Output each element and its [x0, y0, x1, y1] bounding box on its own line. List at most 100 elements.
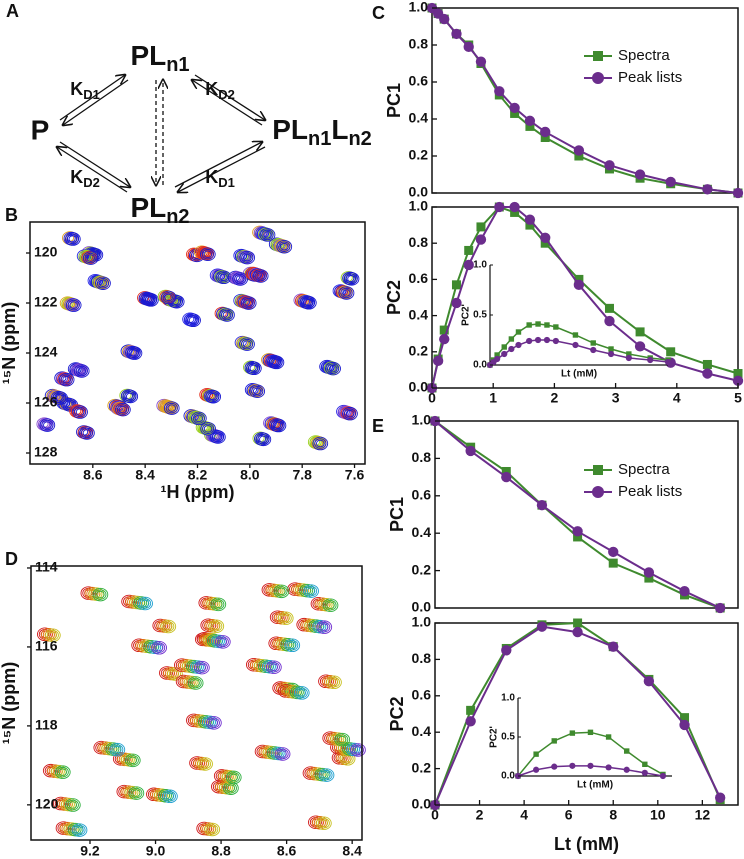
peak-contour: [128, 786, 145, 800]
y-tick-label: 0.0: [412, 796, 432, 812]
y-tick-label: 114: [35, 559, 58, 575]
plot-frame: [30, 565, 363, 841]
peak-contour: [256, 272, 265, 280]
peak-contour: [295, 687, 308, 699]
peak-contour: [113, 745, 122, 754]
peak-contour: [44, 628, 61, 643]
peak-contour: [54, 392, 67, 404]
peak-contour: [320, 769, 333, 781]
marker: [590, 340, 596, 346]
peak-contour: [172, 297, 181, 306]
peak-contour: [319, 819, 329, 827]
peak-contour: [293, 686, 310, 700]
peak-contour: [124, 753, 141, 768]
y-tick-label: 126: [34, 394, 58, 410]
k: K: [70, 167, 83, 187]
marker: [715, 792, 726, 803]
peak-contour: [280, 242, 289, 251]
node-sub: n2: [348, 128, 371, 150]
x-tick-label: 8.2: [188, 467, 208, 483]
peak-contour: [325, 361, 341, 376]
marker: [572, 341, 579, 349]
peak-contour: [219, 308, 235, 322]
x-tick-label: 1: [489, 390, 497, 406]
marker: [494, 201, 505, 213]
peak-contour: [118, 405, 128, 414]
marker: [533, 751, 539, 757]
peak-contour: [71, 823, 88, 837]
series-line: [434, 420, 721, 609]
inset-x-label: Lt (mM): [577, 780, 613, 791]
peak-contour: [314, 438, 327, 449]
node-sub: n1: [166, 54, 189, 76]
y-tick-label: 1.0: [409, 0, 429, 15]
marker: [533, 766, 540, 773]
peak-contour: [235, 275, 245, 283]
series-line: [434, 420, 721, 609]
x-tick-label: 8: [609, 807, 617, 823]
peak-contour: [109, 742, 126, 757]
peak-contour: [143, 293, 159, 307]
peak-contour: [351, 744, 365, 756]
marker: [475, 56, 487, 67]
peak-contour: [276, 239, 293, 254]
y-tick-label: 0.2: [409, 343, 429, 359]
marker: [664, 358, 672, 366]
inset-y-tick-label: 0.5: [501, 732, 515, 743]
legend-marker: [593, 465, 603, 475]
marker: [573, 618, 583, 628]
k: K: [205, 167, 218, 187]
y-tick-label: 120: [35, 796, 59, 812]
y-tick-label: 120: [34, 244, 58, 260]
inset-y-tick-label: 1.0: [501, 693, 515, 704]
peak-contour: [82, 429, 92, 437]
x-tick-label: 8.4: [135, 467, 155, 483]
peak-contour: [39, 418, 56, 432]
peak-contour: [246, 361, 262, 376]
legend-label: Peak lists: [618, 69, 682, 86]
peak-contour: [239, 337, 255, 351]
marker: [634, 169, 646, 180]
x-tick-label: 8.8: [211, 843, 231, 859]
marker: [574, 274, 584, 284]
x-tick-label: 2: [551, 390, 559, 406]
peak-contour: [151, 641, 168, 655]
series-line: [434, 621, 722, 806]
peak-contour: [249, 364, 259, 373]
peak-contour: [197, 663, 207, 672]
peak-contour: [227, 772, 240, 783]
x-tick-label: 9.0: [146, 843, 166, 859]
peak-contour: [247, 363, 260, 374]
peak-contour: [270, 418, 287, 433]
node-text: PL: [130, 40, 166, 71]
marker: [508, 345, 515, 353]
marker: [573, 145, 585, 156]
marker: [642, 761, 648, 767]
marker: [525, 220, 535, 230]
y-tick-label: 124: [34, 344, 58, 360]
x-tick-label: 7.6: [345, 467, 365, 483]
x-tick-label: 4: [520, 807, 528, 823]
marker: [501, 344, 507, 350]
peak-contour: [192, 413, 205, 424]
peak-contour: [128, 756, 138, 765]
marker: [644, 573, 654, 583]
peak-contour: [242, 253, 252, 262]
y-tick-label: 128: [34, 444, 58, 460]
peak-contour: [75, 408, 85, 416]
peak-contour: [217, 272, 230, 283]
peak-contour: [122, 389, 139, 404]
x-tick-label: 0: [431, 807, 439, 823]
peak-contour: [199, 247, 216, 262]
peak-contour: [80, 427, 93, 439]
y-tick-label: 0.8: [409, 234, 429, 250]
legend-label: Spectra: [618, 47, 670, 64]
y-tick-label: 1.0: [412, 614, 432, 630]
marker: [643, 567, 655, 578]
peak-contour: [251, 386, 264, 397]
marker: [624, 748, 630, 754]
peak-contour: [327, 363, 340, 374]
peak-contour: [77, 367, 86, 375]
peak-contour: [55, 394, 65, 402]
marker: [625, 354, 632, 362]
